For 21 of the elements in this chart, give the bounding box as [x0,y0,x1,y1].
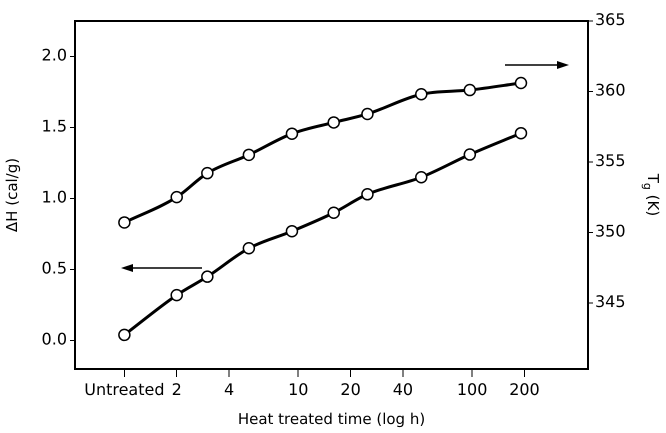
y-tick-label: 1.5 [42,116,67,136]
x-tick-label: Untreated [84,380,165,399]
y2-tick-label: 360 [595,80,626,100]
x-tick-label: 200 [509,380,540,399]
x-axis-title: Heat treated time (log h) [238,410,426,428]
x-tick-label: 20 [340,380,361,399]
y-tick-label: 0.5 [42,258,67,278]
y-tick-label: 2.0 [42,46,67,65]
y2-tick-label: 345 [595,292,626,311]
y2-axis-title: Tg (K) [641,172,662,216]
y-tick-label: 1.0 [42,188,67,207]
y2-tick-label: 355 [595,151,626,170]
y-tick-label: 0.0 [42,330,67,349]
y2-tick-label: 365 [595,10,626,30]
x-tick-label: 2 [172,380,182,399]
x-tick-label: 10 [288,380,308,399]
x-tick-label: 40 [392,380,414,399]
x-tick-label: 4 [224,380,234,399]
y2-tick-label: 350 [595,221,626,240]
y-axis-title: ΔH (cal/g) [2,158,21,232]
x-tick-label: 100 [456,380,488,399]
